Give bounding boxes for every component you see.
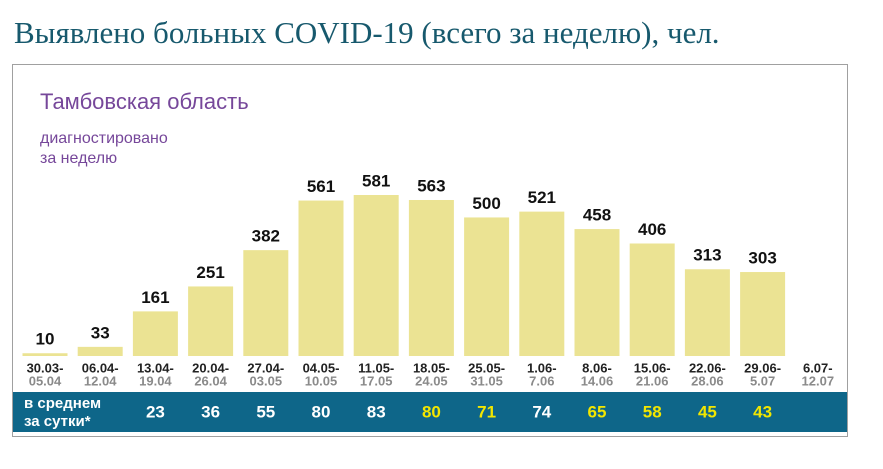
- x-tick-label: 26.04: [194, 373, 227, 388]
- x-tick-label: 15.06-: [634, 360, 671, 375]
- x-tick-label: 05.04: [29, 373, 62, 388]
- daily-average: 45: [698, 402, 717, 421]
- bar: [353, 195, 399, 356]
- data-label: 581: [362, 171, 390, 190]
- bar: [464, 217, 510, 356]
- daily-average: 55: [256, 402, 275, 421]
- x-tick-label: 7.06: [529, 373, 554, 388]
- data-label: 500: [472, 194, 500, 213]
- x-tick-label: 29.06-: [744, 360, 781, 375]
- data-label: 313: [693, 246, 721, 265]
- x-tick-label: 5.07: [750, 373, 775, 388]
- bar: [574, 229, 620, 356]
- bar: [684, 269, 730, 356]
- bar: [740, 272, 786, 356]
- data-label: 10: [36, 330, 55, 349]
- x-tick-label: 8.06-: [582, 360, 612, 375]
- chart-subtitle: Тамбовская область: [40, 89, 249, 114]
- daily-average: 74: [532, 402, 551, 421]
- data-label: 406: [638, 220, 666, 239]
- table-label: за сутки*: [24, 413, 91, 430]
- daily-average: 71: [477, 402, 496, 421]
- x-tick-label: 18.05-: [413, 360, 450, 375]
- x-tick-label: 31.05: [470, 373, 503, 388]
- x-tick-label: 12.07: [802, 373, 835, 388]
- bar: [243, 250, 289, 356]
- x-tick-label: 14.06: [581, 373, 614, 388]
- x-tick-label: 06.04-: [82, 360, 119, 375]
- daily-average: 83: [367, 402, 386, 421]
- value-caption: за неделю: [40, 150, 117, 167]
- data-label: 563: [417, 176, 445, 195]
- x-tick-label: 27.04-: [247, 360, 284, 375]
- x-tick-label: 28.06: [691, 373, 724, 388]
- value-caption: диагностировано: [40, 130, 168, 147]
- x-tick-label: 22.06-: [689, 360, 726, 375]
- data-label: 561: [307, 177, 335, 196]
- bar: [408, 199, 454, 356]
- data-label: 161: [141, 288, 169, 307]
- x-tick-label: 25.05-: [468, 360, 505, 375]
- table-label: в среднем: [24, 395, 101, 412]
- x-tick-label: 21.06: [636, 373, 669, 388]
- chart-title: Выявлено больных COVID-19 (всего за неде…: [14, 15, 720, 50]
- x-tick-label: 24.05: [415, 373, 448, 388]
- table-band: [13, 392, 847, 432]
- x-tick-label: 17.05: [360, 373, 393, 388]
- data-label: 382: [252, 227, 280, 246]
- bar: [77, 346, 123, 356]
- daily-average: 58: [643, 402, 662, 421]
- frame: [12, 64, 848, 437]
- daily-average: 80: [422, 402, 441, 421]
- daily-average: 23: [146, 402, 165, 421]
- x-tick-label: 1.06-: [527, 360, 557, 375]
- x-tick-label: 6.07-: [803, 360, 833, 375]
- x-tick-label: 12.04: [84, 373, 117, 388]
- bar: [298, 200, 344, 356]
- daily-average: 65: [588, 402, 607, 421]
- x-tick-label: 10.05: [305, 373, 338, 388]
- daily-average: 43: [753, 402, 772, 421]
- x-tick-label: 19.04: [139, 373, 172, 388]
- x-tick-label: 11.05-: [358, 360, 394, 375]
- x-tick-label: 04.05-: [303, 360, 340, 375]
- bar: [629, 243, 675, 356]
- data-label: 458: [583, 206, 611, 225]
- bar: [132, 311, 178, 356]
- bar: [22, 353, 68, 356]
- x-tick-label: 13.04-: [137, 360, 174, 375]
- daily-average: 36: [201, 402, 220, 421]
- x-tick-label: 03.05: [250, 373, 283, 388]
- data-label: 521: [528, 188, 556, 207]
- data-label: 303: [748, 249, 776, 268]
- data-label: 33: [91, 323, 110, 342]
- bar: [188, 286, 234, 356]
- bar: [519, 211, 565, 356]
- data-label: 251: [196, 263, 224, 282]
- daily-average: 80: [312, 402, 331, 421]
- x-tick-label: 30.03-: [27, 360, 64, 375]
- x-tick-label: 20.04-: [192, 360, 229, 375]
